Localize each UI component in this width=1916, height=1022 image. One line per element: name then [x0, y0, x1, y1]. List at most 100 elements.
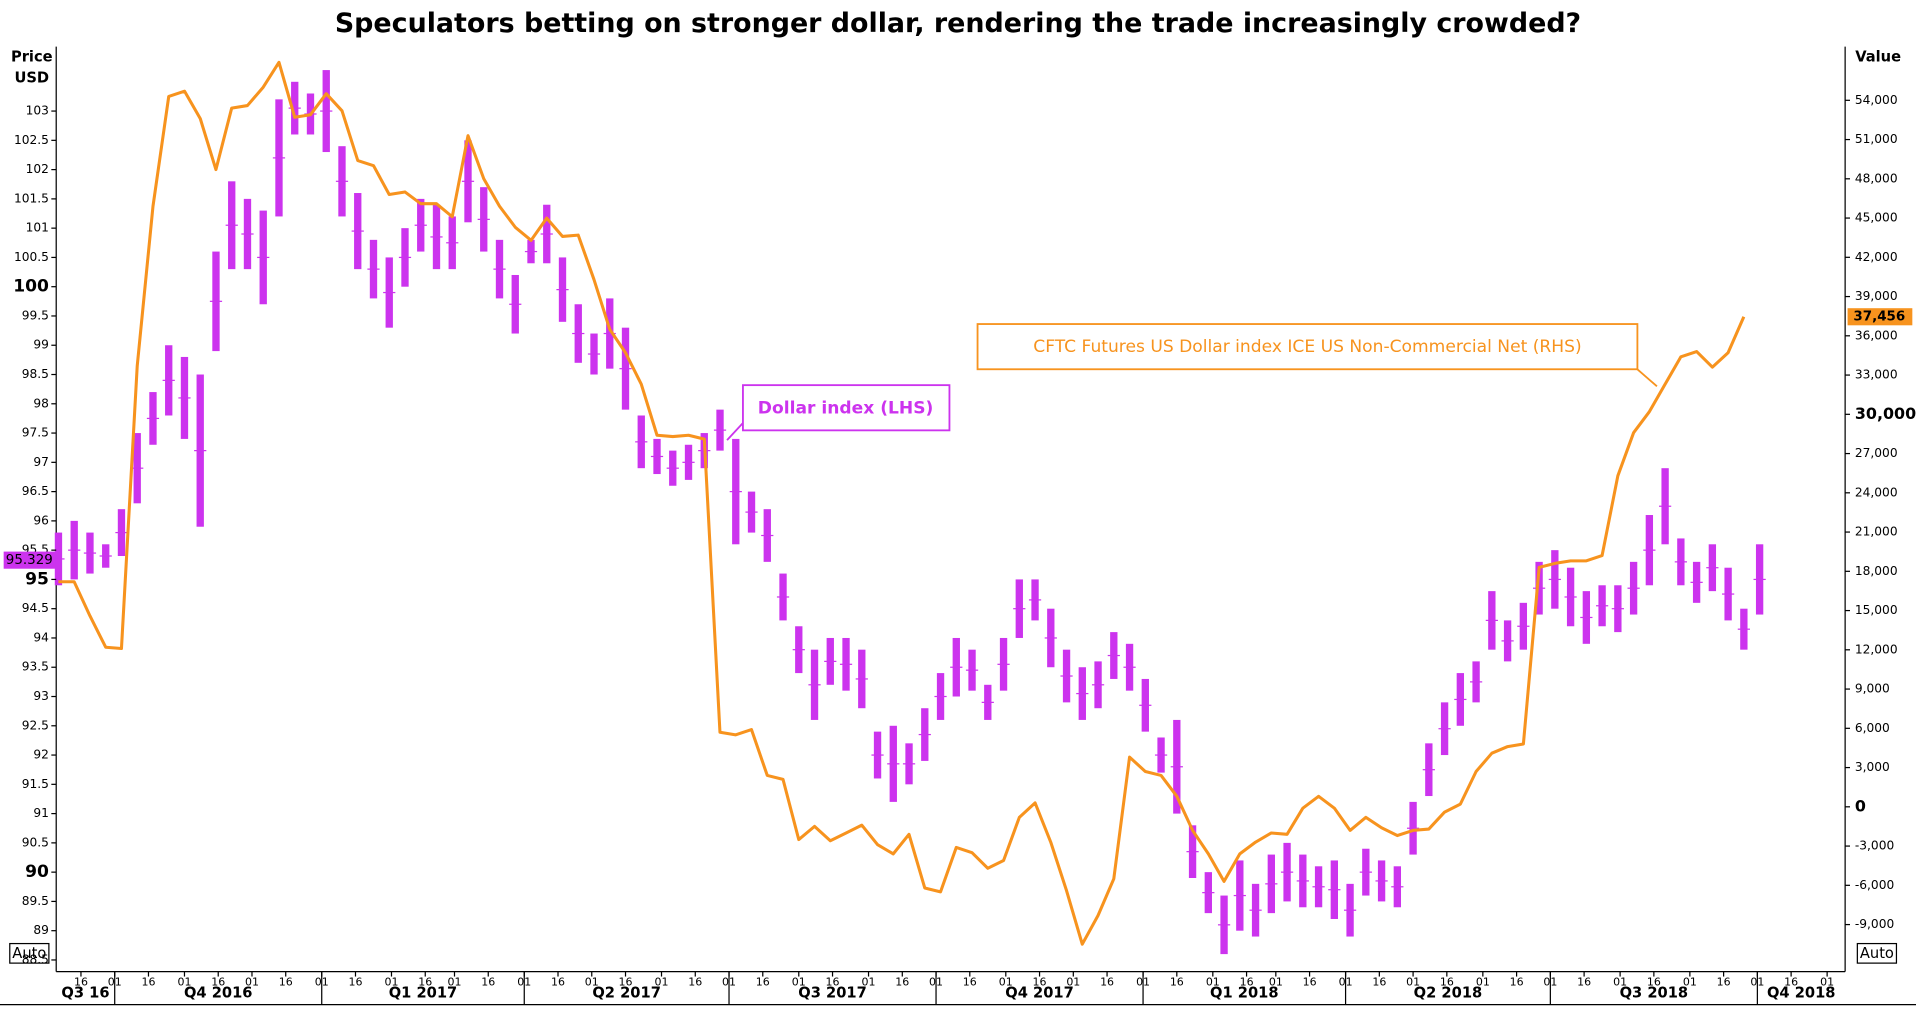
scale-button-label[interactable]: Auto	[12, 945, 46, 962]
x-tick-label: 16	[895, 976, 909, 989]
y-tick-label: 91	[33, 806, 49, 820]
x-tick-label: 01	[1476, 976, 1490, 989]
x-tick-label: 16	[963, 976, 977, 989]
y-tick-label: 89	[33, 923, 49, 937]
series-annotation: CFTC Futures US Dollar index ICE US Non-…	[1033, 337, 1581, 357]
y-tick-label: 94	[33, 630, 49, 644]
y-tick-label: 103	[26, 104, 49, 118]
y2-tick-label: -9,000	[1855, 917, 1894, 931]
scale-button[interactable]	[9, 942, 50, 964]
x-tick-label: 16	[481, 976, 495, 989]
y-tick-label: 101	[26, 221, 49, 235]
y-tick-label: 95	[25, 569, 49, 589]
y-tick-label: 92.5	[22, 718, 49, 732]
x-tick-label: 01	[1820, 976, 1834, 989]
x-tick-label: 01	[1406, 976, 1420, 989]
y-tick-label: 100.5	[14, 250, 49, 264]
y2-tick-label: 3,000	[1855, 760, 1890, 774]
last-net-label: 37,456	[1853, 310, 1905, 325]
x-tick-label: 16	[1647, 976, 1661, 989]
x-tick-label: 16	[1372, 976, 1386, 989]
y2-tick-label: 48,000	[1855, 171, 1898, 185]
x-tick-label: 01	[384, 976, 398, 989]
y-tick-label: 102	[26, 162, 49, 176]
x-tick-label: 01	[1066, 976, 1080, 989]
x-tick-label: 16	[1303, 976, 1317, 989]
y2-tick-label: 6,000	[1855, 721, 1890, 735]
annotation-box	[976, 323, 1639, 371]
last-price-tag	[3, 551, 55, 569]
y-tick-label: 91.5	[22, 777, 49, 791]
y-tick-label: 101.5	[14, 191, 49, 205]
plot-area	[52, 60, 1766, 955]
y-tick-label: 98	[33, 396, 49, 410]
x-tick-label: 01	[1683, 976, 1697, 989]
y2-tick-label: 36,000	[1855, 328, 1898, 342]
y2-tick-label: 33,000	[1855, 368, 1898, 382]
x-tick-label: 16	[619, 976, 633, 989]
quarter-label: Q4 2018	[1767, 985, 1836, 1002]
x-tick-label: 16	[688, 976, 702, 989]
x-tick-label: 16	[1440, 976, 1454, 989]
y2-tick-label: 0	[1855, 796, 1866, 815]
x-tick-label: 16	[418, 976, 432, 989]
y-axis-label: Price	[11, 49, 53, 66]
scale-button[interactable]	[1856, 942, 1898, 964]
last-price-label: 95.329	[6, 553, 53, 568]
x-tick-label: 16	[1170, 976, 1184, 989]
x-tick-label: 01	[245, 976, 259, 989]
x-tick-label: 16	[348, 976, 362, 989]
y-tick-label: 99	[33, 338, 49, 352]
y2-tick-label: 42,000	[1855, 250, 1898, 264]
chart-title: Speculators betting on stronger dollar, …	[335, 8, 1581, 39]
x-tick-label: 01	[999, 976, 1013, 989]
y-tick-label: 99.5	[22, 308, 49, 322]
x-tick-label: 16	[1784, 976, 1798, 989]
quarter-label: Q3 2018	[1620, 985, 1689, 1002]
annotation-connector	[1636, 368, 1658, 388]
x-tick-label: 16	[141, 976, 155, 989]
x-tick-label: 01	[1206, 976, 1220, 989]
y2-axis-label: Value	[1855, 49, 1901, 66]
x-tick-label: 01	[1613, 976, 1627, 989]
x-tick-label: 16	[1100, 976, 1114, 989]
x-tick-label: 16	[551, 976, 565, 989]
x-tick-label: 01	[1269, 976, 1283, 989]
y2-tick-label: 9,000	[1855, 682, 1890, 696]
y2-tick-label: 54,000	[1855, 93, 1898, 107]
x-tick-label: 01	[792, 976, 806, 989]
y2-tick-label: 15,000	[1855, 603, 1898, 617]
y2-tick-label: 27,000	[1855, 446, 1898, 460]
x-tick-label: 01	[862, 976, 876, 989]
y2-tick-label: 30,000	[1855, 404, 1916, 423]
x-tick-label: 16	[1717, 976, 1731, 989]
y-tick-label: 94.5	[22, 601, 49, 615]
line-series	[58, 60, 1746, 946]
x-tick-label: 01	[655, 976, 669, 989]
x-tick-label: 16	[826, 976, 840, 989]
y-tick-label: 88.5	[22, 952, 49, 966]
y2-tick-label: -6,000	[1855, 878, 1894, 892]
scale-button-label[interactable]: Auto	[1860, 945, 1894, 962]
series-annotation: Dollar index (LHS)	[758, 398, 934, 418]
y-tick-label: 96	[33, 513, 49, 527]
y-tick-label: 97.5	[22, 426, 49, 440]
quarter-label: Q1 2018	[1210, 985, 1279, 1002]
quarter-label: Q4 2016	[184, 985, 253, 1002]
x-tick-label: 16	[74, 976, 88, 989]
y2-tick-label: 18,000	[1855, 564, 1898, 578]
y-tick-label: 96.5	[22, 484, 49, 498]
y-tick-label: 100	[13, 277, 49, 297]
y2-tick-label: 12,000	[1855, 642, 1898, 656]
quarter-label: Q4 2017	[1005, 985, 1074, 1002]
annotation-connector	[726, 422, 744, 441]
last-net-tag	[1847, 308, 1913, 326]
quarter-label: Q2 2018	[1414, 985, 1483, 1002]
y2-tick-label: 24,000	[1855, 485, 1898, 499]
quarter-label: Q1 2017	[389, 985, 458, 1002]
quarter-label: Q3 2017	[798, 985, 867, 1002]
y2-tick-label: 45,000	[1855, 211, 1898, 225]
y2-tick-label: 39,000	[1855, 289, 1898, 303]
